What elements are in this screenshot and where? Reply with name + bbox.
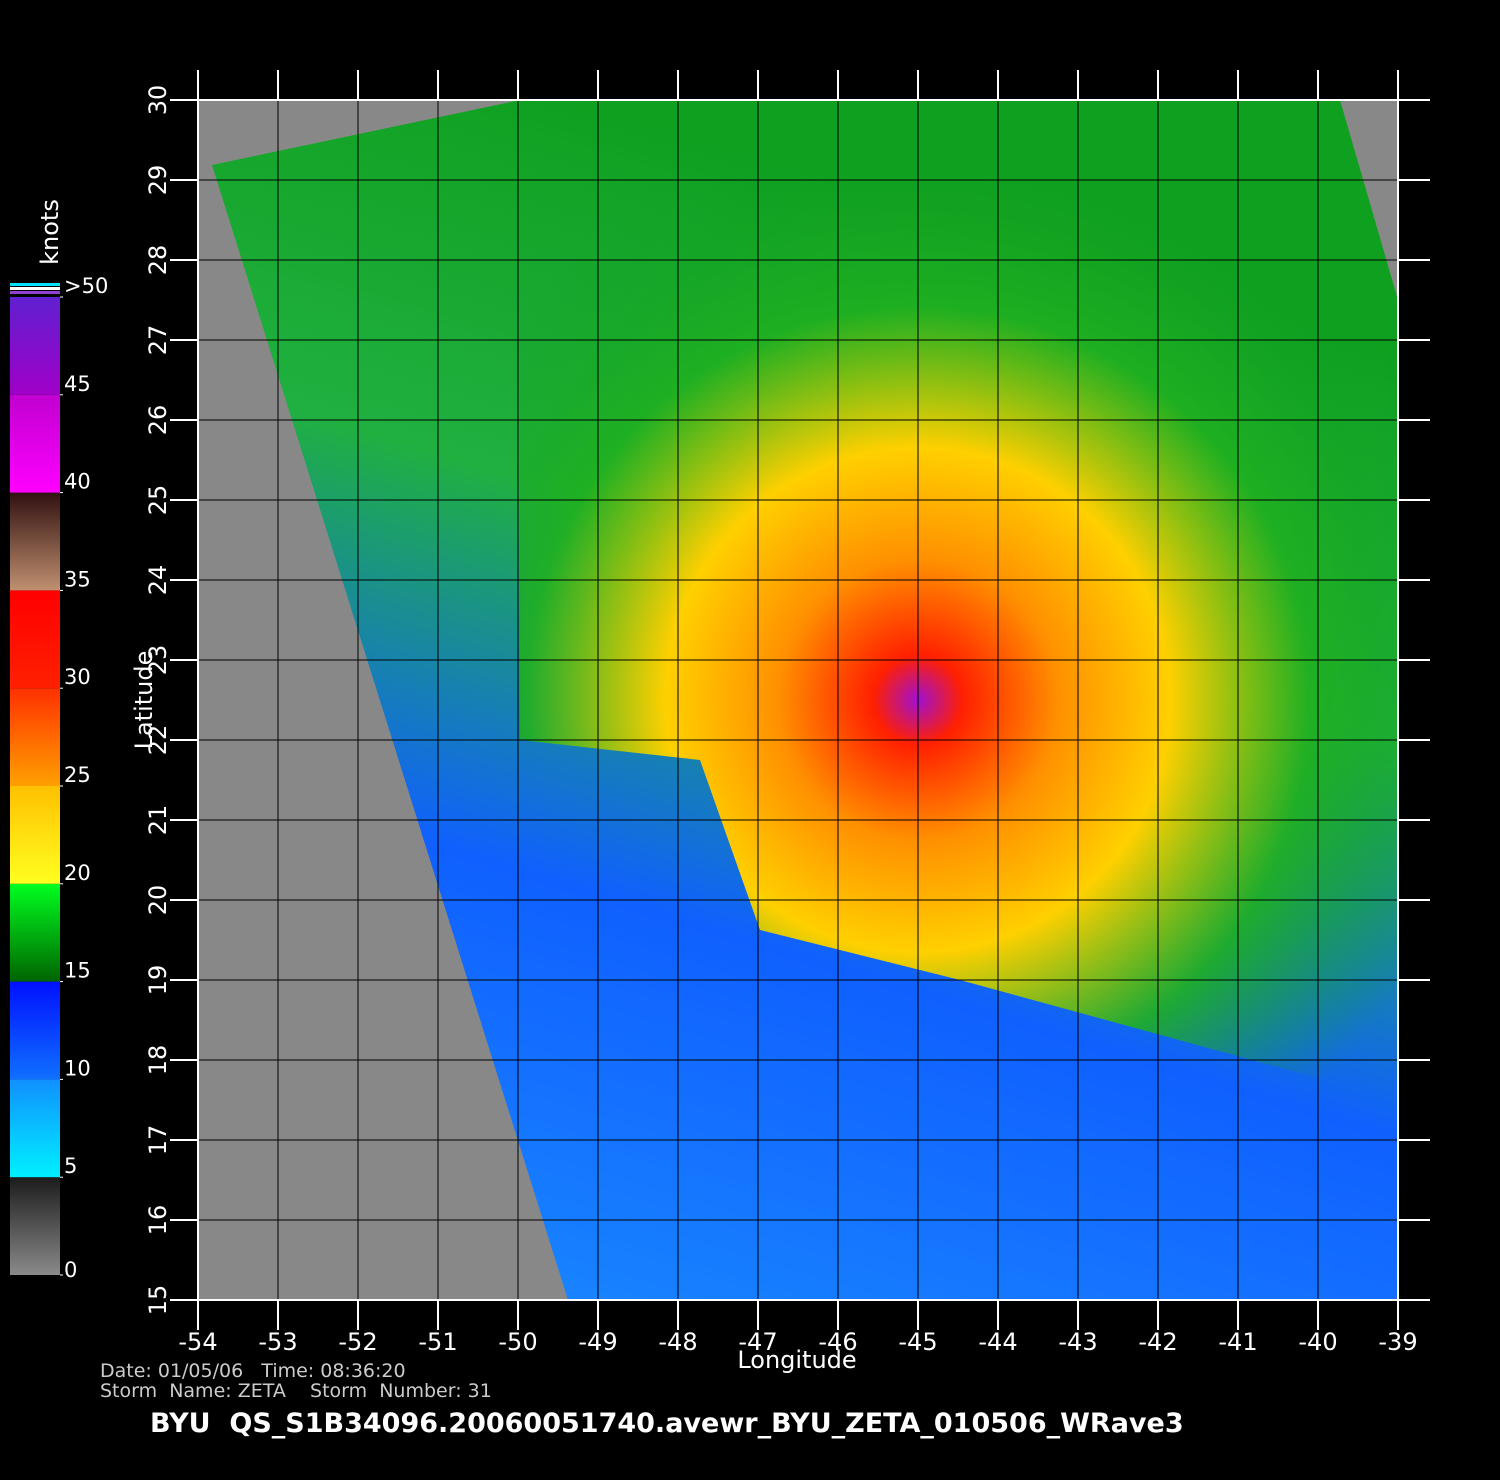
colorbar-tick-label: 45 [64,372,91,396]
storm-field [520,100,1398,1100]
x-axis-label: Longitude [737,1346,856,1374]
colorbar-band [10,394,60,493]
x-tick-label: -42 [1138,1328,1177,1356]
colorbar-cap [10,287,60,290]
y-tick-label: 20 [144,885,172,916]
y-tick-label: 17 [144,1125,172,1156]
colorbar-tick-label: 15 [64,959,91,983]
colorbar-tick-label: 10 [64,1056,91,1080]
colorbar-label: knots [36,199,64,265]
y-tick-label: 30 [144,85,172,116]
x-tick-label: -40 [1298,1328,1337,1356]
colorbar-cap [10,283,60,286]
x-tick-label: -53 [258,1328,297,1356]
x-tick-label: -54 [178,1328,217,1356]
x-tick-label: -45 [898,1328,937,1356]
colorbar-band [10,492,60,591]
info-line: Storm Name: ZETA Storm Number: 31 [100,1380,492,1402]
colorbar-tick-label: 40 [64,470,91,494]
colorbar-tick-label: 35 [64,567,91,591]
x-tick-label: -50 [498,1328,537,1356]
y-axis-label: Latitude [130,651,158,750]
x-tick-label: -43 [1058,1328,1097,1356]
colorbar-tick-label: >50 [64,274,108,298]
plot-frame [197,99,1399,1301]
x-tick-label: -46 [818,1328,857,1356]
info-line: Date: 01/05/06 Time: 08:36:20 [100,1360,406,1382]
y-tick-label: 28 [144,245,172,276]
y-tick-label: 16 [144,1205,172,1236]
colorbar-band [10,883,60,982]
colorbar-tick-label: 20 [64,861,91,885]
y-tick-label: 21 [144,805,172,836]
colorbar-band [10,786,60,884]
y-tick-label: 25 [144,485,172,516]
y-tick-label: 29 [144,165,172,196]
colorbar-tick-label: 25 [64,763,91,787]
colorbar-tick-label: 5 [64,1154,77,1178]
colorbar-cap [10,291,60,294]
colorbar-band [10,981,60,1080]
y-tick-label: 19 [144,965,172,996]
x-tick-label: -39 [1378,1328,1417,1356]
y-tick-label: 23 [144,645,172,676]
x-tick-label: -48 [658,1328,697,1356]
y-tick-label: 26 [144,405,172,436]
footer: BYU QS_S1B34096.20060051740.avewr_BYU_ZE… [150,1408,1184,1439]
colorbar-band [10,688,60,786]
x-tick-label: -49 [578,1328,617,1356]
colorbar-band [10,297,60,395]
y-tick-label: 22 [144,725,172,756]
colorbar-tick-label: 0 [64,1258,77,1282]
x-tick-label: -51 [418,1328,457,1356]
y-tick-label: 18 [144,1045,172,1076]
x-tick-label: -47 [738,1328,777,1356]
y-tick-label: 24 [144,565,172,596]
y-tick-label: 15 [144,1285,172,1316]
colorbar-tick-label: 30 [64,665,91,689]
x-tick-label: -52 [338,1328,377,1356]
y-tick-label: 27 [144,325,172,356]
x-tick-label: -41 [1218,1328,1257,1356]
colorbar-band [10,1177,60,1275]
colorbar-band [10,590,60,689]
colorbar-band [10,1079,60,1178]
x-tick-label: -44 [978,1328,1017,1356]
